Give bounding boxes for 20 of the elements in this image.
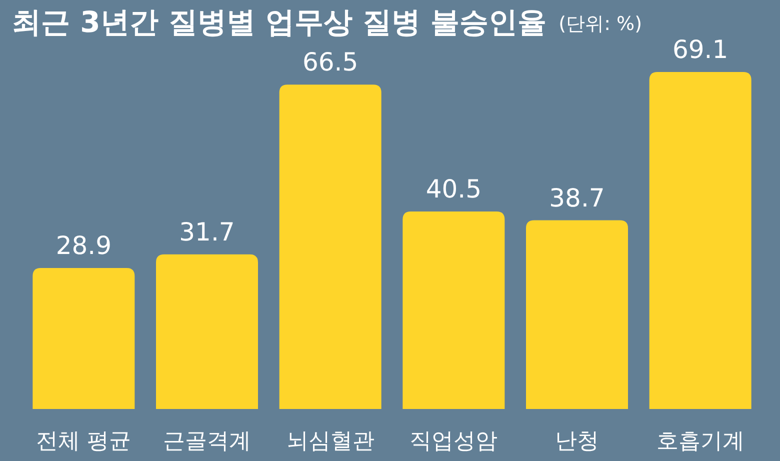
data-label: 38.7 [549, 183, 605, 212]
x-tick-label: 뇌심혈관 [286, 429, 374, 454]
bar [402, 211, 505, 409]
data-label: 69.1 [672, 35, 728, 64]
bar [649, 72, 752, 409]
bar [526, 220, 628, 409]
data-label: 28.9 [56, 231, 112, 260]
x-tick-label: 전체 평균 [36, 429, 132, 454]
x-tick-label: 호흡기계 [656, 429, 744, 454]
data-label: 31.7 [179, 217, 235, 246]
x-tick-label: 직업성암 [410, 429, 498, 454]
bar [32, 268, 135, 409]
bar [279, 84, 382, 409]
chart-subtitle: (단위: %) [558, 13, 642, 35]
x-tick-label: 근골격계 [163, 429, 251, 454]
chart-title: 최근 3년간 질병별 업무상 질병 불승인율 [12, 5, 547, 39]
data-label: 40.5 [426, 174, 482, 204]
x-tick-label: 난청 [555, 429, 599, 454]
bar [156, 254, 258, 409]
data-label: 66.5 [302, 48, 358, 77]
